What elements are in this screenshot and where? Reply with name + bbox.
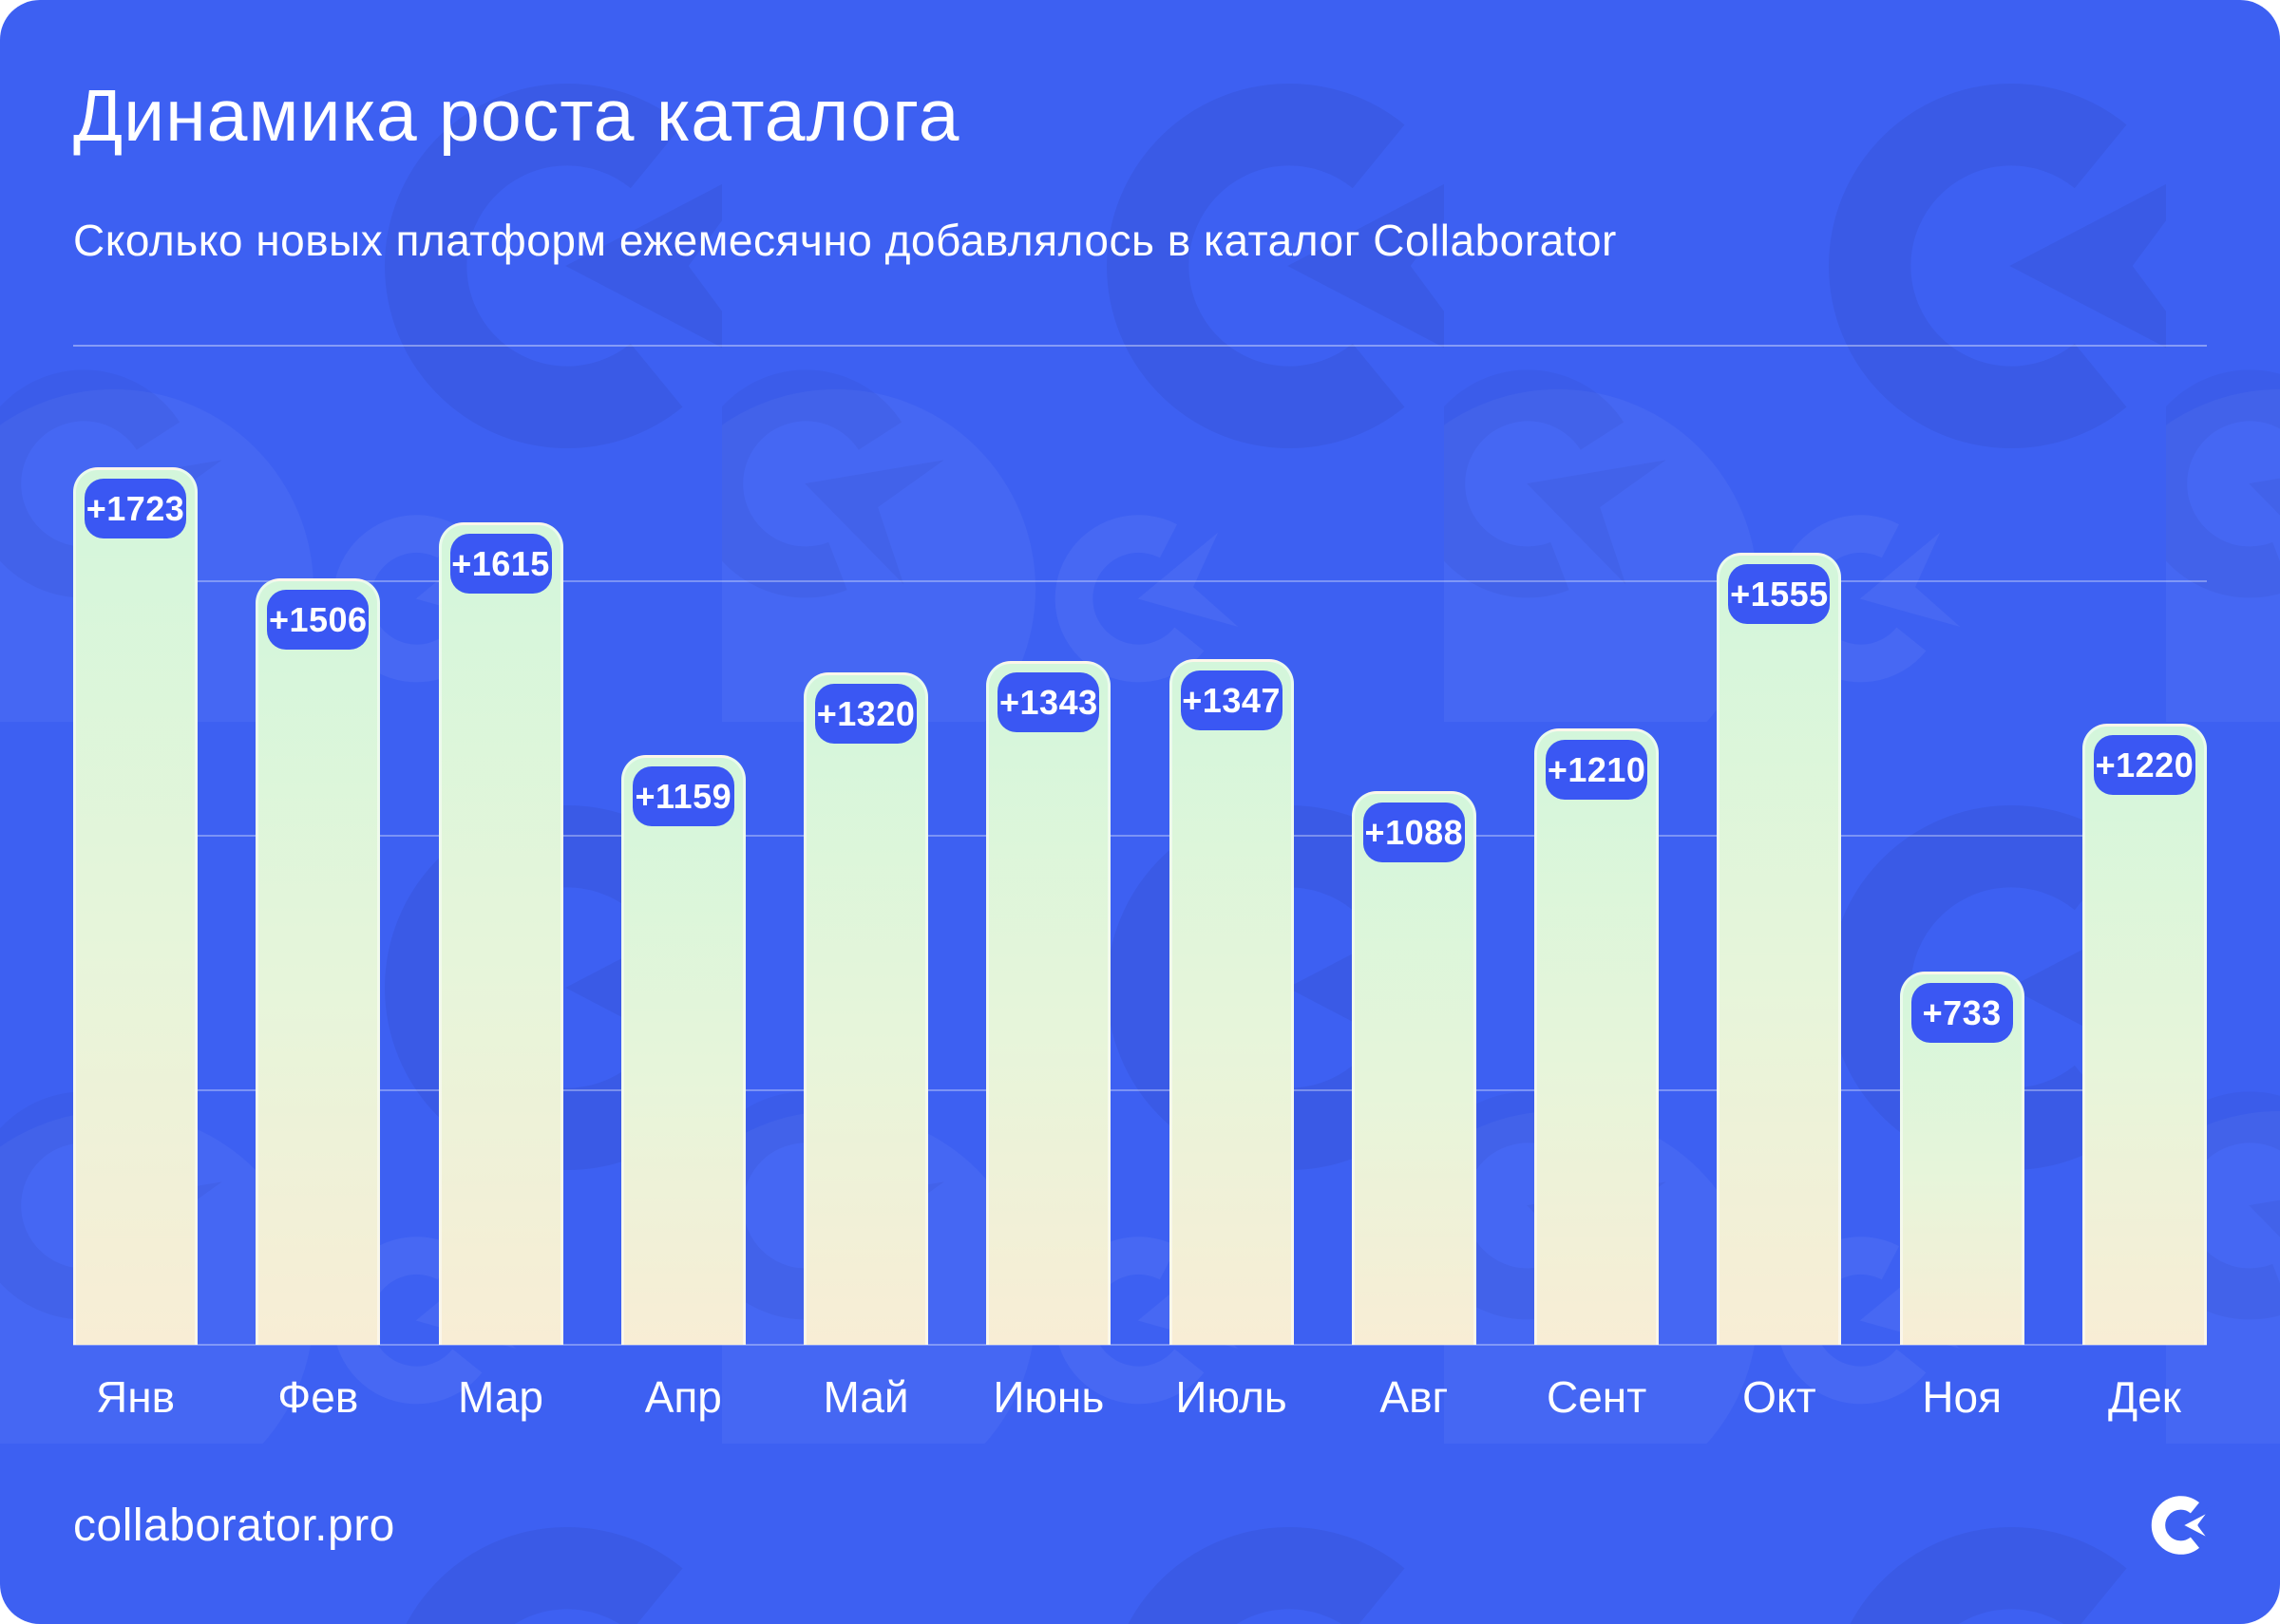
bar-value-badge: +1723 (85, 479, 186, 538)
bar-5: +1320 (804, 672, 929, 1345)
bar-12: +1220 (2081, 724, 2207, 1345)
gridline-1500 (73, 579, 2207, 582)
bar-8: +1088 (1351, 791, 1476, 1345)
month-label: Апр (644, 1372, 722, 1422)
month-label: Ноя (1922, 1372, 2003, 1422)
footer: collaborator.pro (73, 1487, 2217, 1563)
page-title: Динамика роста каталога (73, 75, 960, 157)
bar-2: +1506 (256, 578, 381, 1345)
bar-7: +1347 (1168, 659, 1294, 1345)
bar-10: +1555 (1717, 553, 1842, 1345)
month-label: Июль (1175, 1372, 1287, 1422)
bar-6: +1343 (986, 661, 1112, 1345)
bar-value-badge: +1220 (2093, 735, 2195, 795)
bar-11: +733 (1899, 972, 2024, 1345)
bar-value-badge: +733 (1910, 983, 2013, 1043)
month-label: Янв (95, 1372, 176, 1422)
bar-value-badge: +1506 (267, 590, 370, 650)
gridline-0 (73, 1344, 2207, 1346)
page-subtitle: Сколько новых платформ ежемесячно добавл… (73, 216, 1617, 265)
month-label: Авг (1379, 1372, 1449, 1422)
month-label: Фев (277, 1372, 359, 1422)
bar-value-badge: +1159 (632, 766, 734, 826)
collaborator-logo-icon (2151, 1496, 2215, 1555)
bar-1: +1723 (73, 467, 198, 1345)
bar-value-badge: +1347 (1180, 670, 1282, 730)
bar-value-badge: +1555 (1728, 564, 1831, 624)
month-label: Мар (458, 1372, 544, 1422)
bar-value-badge: +1320 (815, 684, 918, 744)
month-label: Сент (1546, 1372, 1647, 1422)
bar-chart: +1723 +1506 +1615 +1159 +1320 +1343 +1347 +1088… (73, 428, 2207, 1346)
bar-value-badge: +1343 (998, 672, 1100, 732)
month-label: Окт (1742, 1372, 1816, 1422)
bar-value-badge: +1210 (1546, 740, 1648, 800)
bar-4: +1159 (620, 755, 746, 1345)
bar-value-badge: +1615 (449, 534, 552, 594)
month-label: Дек (2107, 1372, 2181, 1422)
header-divider (73, 345, 2207, 347)
month-label: Май (823, 1372, 909, 1422)
bar-3: +1615 (438, 522, 563, 1345)
bar-value-badge: +1088 (1362, 803, 1465, 862)
month-labels-row: Янв Фев Мар Апр Май Июнь Июль Авг Сент Окт Ноя Дек (73, 1371, 2207, 1428)
gridline-1000 (73, 834, 2207, 837)
gridline-500 (73, 1088, 2207, 1091)
gridlines (73, 428, 2207, 1346)
month-label: Июнь (993, 1372, 1105, 1422)
bars-row: +1723 +1506 +1615 +1159 +1320 +1343 +1347 +1088… (73, 428, 2207, 1345)
bar-9: +1210 (1534, 728, 1660, 1345)
footer-site-text: collaborator.pro (73, 1500, 395, 1551)
